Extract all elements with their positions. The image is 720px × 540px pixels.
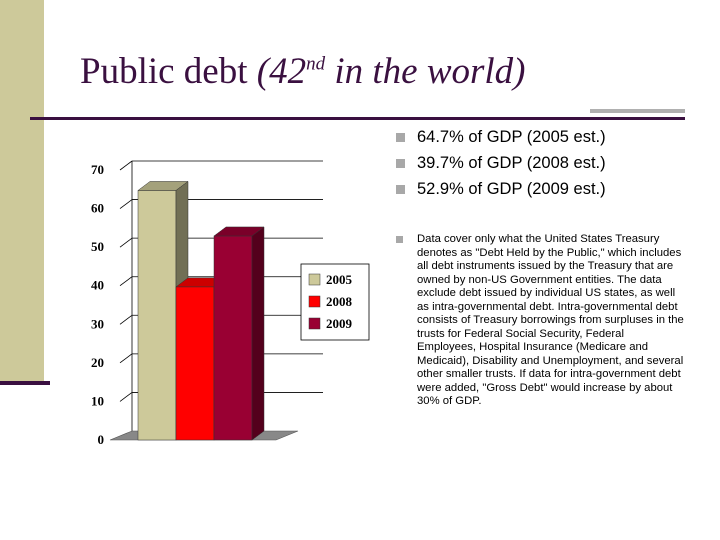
bullet-text: 64.7% of GDP (2005 est.) [417, 128, 606, 146]
bullet-item: 52.9% of GDP (2009 est.) [396, 180, 696, 199]
bullet-square-icon [396, 236, 403, 243]
bar-2005 [137, 190, 177, 441]
bullet-text: 52.9% of GDP (2009 est.) [417, 180, 606, 198]
gridline-depth [119, 314, 133, 325]
gridline-depth [119, 160, 133, 171]
bullet-square-icon [396, 133, 405, 142]
data-note-text: Data cover only what the United States T… [417, 233, 684, 407]
legend-label-2005: 2005 [326, 272, 353, 287]
legend-swatch-2009 [308, 317, 321, 330]
y-tick-label: 50 [91, 239, 104, 254]
bar-2008 [175, 286, 215, 441]
debt-bar-chart: 0 10 20 30 40 50 60 70 2005 2008 2009 [91, 160, 370, 447]
slide-title: Public debt (42nd in the world) [80, 50, 526, 93]
title-rank-number: (42 [256, 51, 307, 92]
title-rule-accent [590, 109, 685, 113]
y-tick-label: 40 [91, 278, 104, 293]
title-rule [30, 117, 685, 120]
bar-2009 [213, 235, 253, 441]
bullet-item: 39.7% of GDP (2008 est.) [396, 154, 696, 173]
title-rank: (42nd in the world) [257, 51, 526, 92]
left-decorative-stripe [0, 0, 44, 382]
data-note: Data cover only what the United States T… [396, 233, 686, 409]
title-rank-rest: in the world) [325, 51, 526, 92]
y-tick-label: 20 [91, 355, 104, 370]
bullet-square-icon [396, 159, 405, 168]
bullet-item: 64.7% of GDP (2005 est.) [396, 128, 696, 147]
bullet-text: 39.7% of GDP (2008 est.) [417, 154, 606, 172]
y-tick-label: 10 [91, 393, 104, 408]
legend-label-2008: 2008 [326, 294, 353, 309]
title-rank-suffix: nd [306, 53, 326, 75]
y-tick-label: 0 [98, 432, 105, 447]
gridline-depth [119, 199, 133, 209]
gridline-depth [119, 353, 133, 364]
legend-swatch-2008 [308, 295, 321, 308]
y-tick-label: 60 [91, 201, 104, 216]
gridline-depth [119, 276, 133, 287]
bar-side-2009 [251, 226, 265, 441]
legend-swatch-2005 [308, 273, 321, 286]
y-tick-label: 30 [91, 316, 104, 331]
gridline-depth [119, 392, 133, 402]
title-main: Public debt [80, 51, 257, 92]
bullet-square-icon [396, 185, 405, 194]
y-tick-label: 70 [91, 162, 104, 177]
left-stripe-underline [0, 381, 50, 385]
gridline-depth [119, 237, 133, 248]
bullet-list: 64.7% of GDP (2005 est.) 39.7% of GDP (2… [396, 128, 696, 206]
legend-label-2009: 2009 [326, 316, 353, 331]
